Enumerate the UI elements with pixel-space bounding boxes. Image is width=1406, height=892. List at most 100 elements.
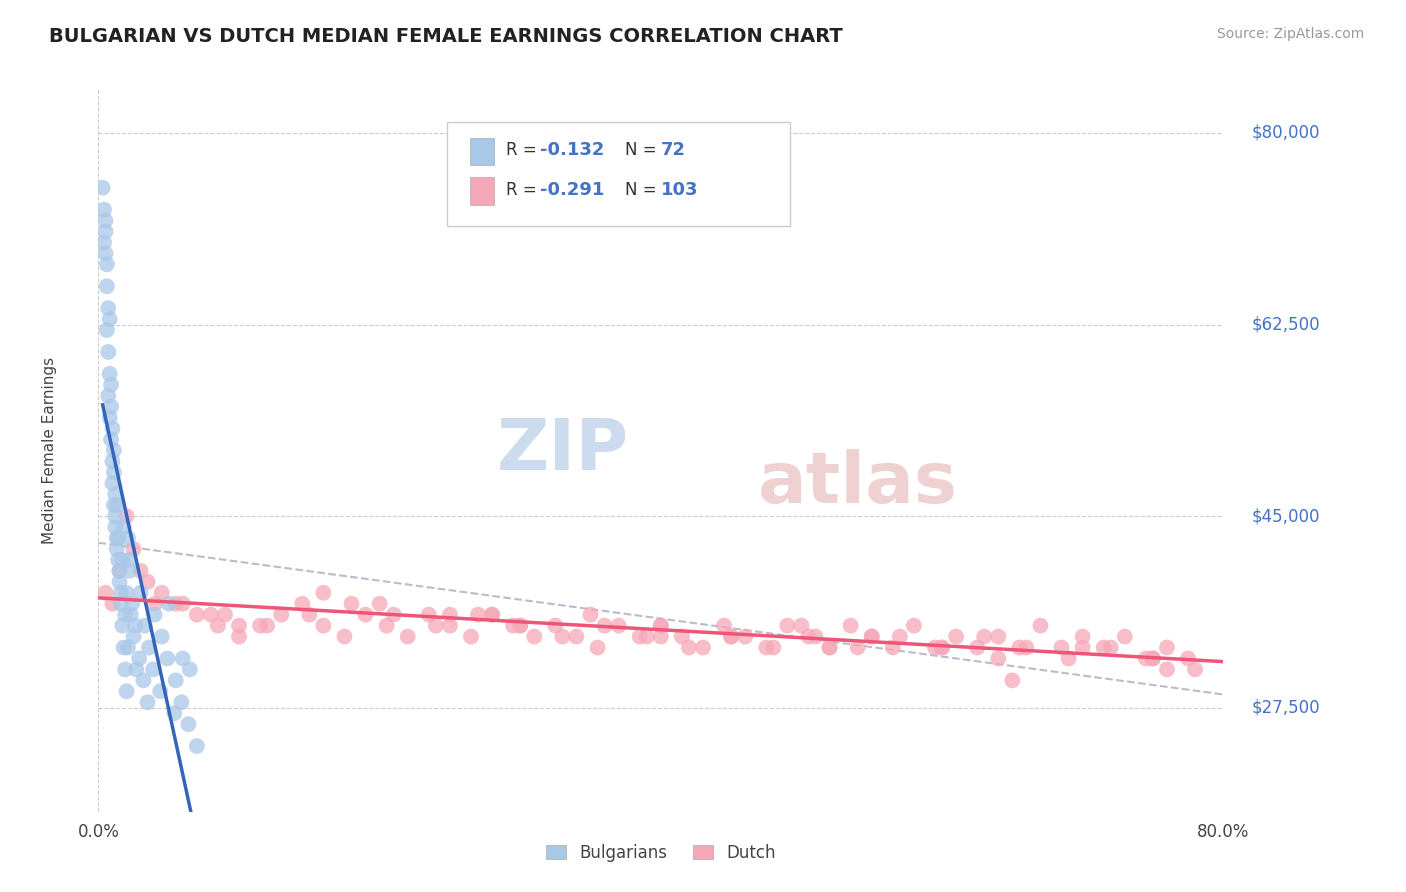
Point <box>165 673 187 688</box>
Point <box>103 466 125 480</box>
Point <box>607 618 630 632</box>
Point <box>776 618 799 632</box>
Point <box>104 509 127 524</box>
Point <box>1057 651 1080 665</box>
Point <box>650 618 672 632</box>
Point <box>110 586 132 600</box>
Point <box>1114 630 1136 644</box>
Point <box>97 301 120 315</box>
Point <box>186 739 208 753</box>
Point <box>1092 640 1115 655</box>
Point <box>860 630 883 644</box>
Point <box>755 640 778 655</box>
Point <box>889 630 911 644</box>
Legend: Bulgarians, Dutch: Bulgarians, Dutch <box>540 837 782 869</box>
Point <box>797 630 820 644</box>
Point <box>973 630 995 644</box>
Point <box>136 574 159 589</box>
Point <box>375 618 398 632</box>
Point <box>115 509 138 524</box>
Point <box>340 597 363 611</box>
Point <box>502 618 524 632</box>
Point <box>104 487 127 501</box>
Point <box>460 630 482 644</box>
Point <box>1156 662 1178 676</box>
Point <box>418 607 440 622</box>
Point <box>111 553 134 567</box>
Point <box>115 684 138 698</box>
Text: N =: N = <box>624 141 662 159</box>
Point <box>107 531 129 545</box>
Point <box>228 630 250 644</box>
Point <box>207 618 229 632</box>
Point <box>163 706 186 721</box>
Point <box>134 618 156 632</box>
Point <box>396 630 419 644</box>
Text: $45,000: $45,000 <box>1251 508 1320 525</box>
Point <box>882 640 904 655</box>
Point <box>105 541 128 556</box>
Point <box>105 498 128 512</box>
Point <box>101 476 124 491</box>
Point <box>108 564 131 578</box>
Point <box>720 630 742 644</box>
Point <box>1029 618 1052 632</box>
Point <box>713 618 735 632</box>
Point <box>177 717 200 731</box>
Point <box>924 640 946 655</box>
Point <box>1015 640 1038 655</box>
Point <box>150 586 173 600</box>
Text: Median Female Earnings: Median Female Earnings <box>42 357 56 544</box>
Point <box>628 630 651 644</box>
Text: N =: N = <box>624 181 662 199</box>
Point <box>115 586 138 600</box>
Point <box>291 597 314 611</box>
Text: $80,000: $80,000 <box>1251 124 1320 142</box>
Point <box>1142 651 1164 665</box>
Point <box>270 607 292 622</box>
Text: 72: 72 <box>661 141 686 159</box>
Point <box>170 695 193 709</box>
Point <box>112 520 135 534</box>
Point <box>101 597 124 611</box>
Point <box>312 618 335 632</box>
Point <box>931 640 953 655</box>
Point <box>354 607 377 622</box>
Point <box>762 640 785 655</box>
Point <box>94 213 117 227</box>
Point <box>298 607 321 622</box>
Text: -0.291: -0.291 <box>540 181 605 199</box>
Point <box>650 618 672 632</box>
Point <box>94 225 117 239</box>
Text: ZIP: ZIP <box>496 416 628 485</box>
Point <box>249 618 271 632</box>
Point <box>1001 673 1024 688</box>
Point <box>1142 651 1164 665</box>
Point <box>1071 640 1094 655</box>
Point <box>678 640 700 655</box>
Point <box>118 564 141 578</box>
Point <box>987 630 1010 644</box>
Point <box>94 586 117 600</box>
Point <box>860 630 883 644</box>
Point <box>122 630 145 644</box>
Point <box>593 618 616 632</box>
Point <box>91 180 114 194</box>
Point <box>200 607 222 622</box>
Point <box>121 597 143 611</box>
Point <box>122 541 145 556</box>
Point <box>143 607 166 622</box>
FancyBboxPatch shape <box>447 121 790 227</box>
Point <box>228 618 250 632</box>
Point <box>172 651 194 665</box>
Text: R =: R = <box>506 141 541 159</box>
Point <box>256 618 278 632</box>
Point <box>93 235 115 250</box>
Point <box>586 640 609 655</box>
Point <box>790 618 813 632</box>
Point <box>1050 640 1073 655</box>
Point <box>96 279 118 293</box>
Point <box>100 400 122 414</box>
Point <box>103 443 125 458</box>
Point <box>312 586 335 600</box>
